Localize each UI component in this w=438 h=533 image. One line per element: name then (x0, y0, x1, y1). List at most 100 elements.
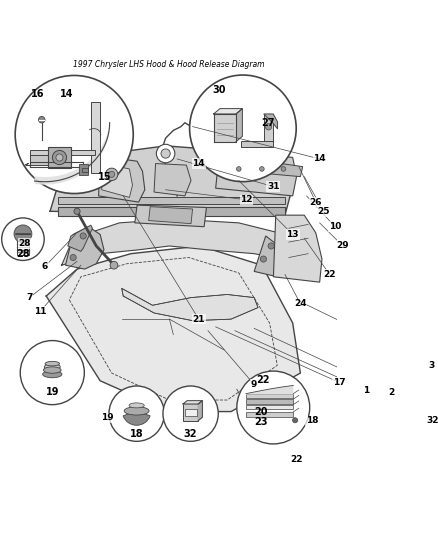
Text: 14: 14 (60, 90, 74, 99)
Text: 28: 28 (18, 239, 31, 248)
Text: 32: 32 (184, 429, 198, 439)
Text: 14: 14 (192, 159, 205, 168)
Circle shape (2, 218, 44, 261)
Text: 19: 19 (102, 413, 114, 422)
Text: 15: 15 (98, 172, 112, 182)
Ellipse shape (44, 364, 60, 370)
Text: 31: 31 (267, 182, 280, 191)
Text: 16: 16 (31, 90, 44, 99)
Polygon shape (264, 114, 273, 141)
Polygon shape (214, 114, 236, 142)
Polygon shape (273, 215, 322, 282)
Ellipse shape (129, 403, 144, 408)
Circle shape (237, 371, 310, 444)
Text: 12: 12 (240, 195, 253, 204)
Polygon shape (30, 150, 95, 155)
Ellipse shape (45, 361, 60, 366)
Circle shape (190, 75, 296, 182)
FancyBboxPatch shape (48, 148, 71, 168)
Polygon shape (102, 164, 132, 197)
Circle shape (70, 254, 76, 261)
Text: 28: 28 (16, 248, 30, 259)
Text: 2: 2 (388, 388, 394, 397)
Polygon shape (79, 164, 88, 175)
Polygon shape (183, 401, 202, 404)
Text: 29: 29 (336, 241, 349, 251)
Polygon shape (154, 164, 191, 196)
Polygon shape (122, 288, 258, 321)
Polygon shape (264, 114, 278, 129)
Circle shape (14, 225, 32, 243)
Circle shape (110, 261, 118, 269)
Text: 19: 19 (46, 387, 59, 398)
Text: 32: 32 (427, 416, 438, 425)
FancyBboxPatch shape (246, 405, 293, 409)
Polygon shape (68, 225, 92, 252)
Text: 22: 22 (323, 270, 336, 279)
Polygon shape (50, 146, 291, 215)
Text: 20: 20 (254, 407, 267, 417)
Circle shape (260, 167, 264, 171)
Circle shape (293, 418, 298, 423)
Circle shape (268, 243, 274, 249)
Text: 3: 3 (428, 361, 434, 370)
Polygon shape (254, 236, 283, 277)
Polygon shape (65, 227, 104, 269)
Ellipse shape (43, 367, 61, 373)
Wedge shape (123, 411, 150, 425)
Text: 11: 11 (34, 307, 46, 316)
Polygon shape (148, 207, 193, 224)
Text: 18: 18 (130, 429, 144, 439)
Polygon shape (198, 401, 202, 421)
Circle shape (109, 171, 115, 177)
Text: 1: 1 (363, 385, 369, 394)
FancyBboxPatch shape (184, 409, 197, 416)
Circle shape (260, 256, 266, 262)
Text: 9: 9 (251, 380, 258, 389)
Text: 14: 14 (313, 155, 326, 164)
Text: 21: 21 (192, 314, 205, 324)
Text: 10: 10 (329, 222, 341, 231)
Circle shape (109, 386, 164, 441)
Text: 22: 22 (256, 375, 270, 385)
Circle shape (56, 154, 63, 161)
Text: 1997 Chrysler LHS Hood & Hood Release Diagram: 1997 Chrysler LHS Hood & Hood Release Di… (73, 60, 265, 69)
Text: 7: 7 (26, 293, 32, 302)
Text: 27: 27 (262, 118, 275, 128)
Circle shape (156, 144, 175, 163)
FancyBboxPatch shape (183, 404, 198, 421)
Polygon shape (58, 207, 285, 216)
Circle shape (281, 167, 286, 171)
Polygon shape (236, 109, 242, 142)
Text: 18: 18 (306, 416, 318, 425)
Polygon shape (135, 205, 206, 227)
Polygon shape (214, 109, 242, 114)
Polygon shape (215, 151, 297, 196)
Text: 24: 24 (294, 299, 307, 308)
Ellipse shape (124, 407, 149, 415)
Polygon shape (58, 197, 285, 204)
Circle shape (80, 233, 86, 239)
Circle shape (15, 76, 133, 193)
Circle shape (161, 149, 170, 158)
Polygon shape (91, 102, 99, 173)
Polygon shape (62, 219, 293, 265)
FancyBboxPatch shape (246, 412, 293, 417)
FancyBboxPatch shape (246, 394, 293, 398)
Circle shape (265, 124, 272, 130)
Polygon shape (30, 155, 57, 165)
Circle shape (163, 386, 218, 441)
Text: 23: 23 (254, 417, 267, 427)
Ellipse shape (42, 370, 62, 378)
Polygon shape (241, 141, 273, 147)
Text: 30: 30 (212, 85, 226, 95)
Polygon shape (206, 156, 303, 176)
Text: 25: 25 (317, 207, 330, 216)
Text: 22: 22 (290, 455, 303, 464)
Circle shape (20, 341, 85, 405)
FancyBboxPatch shape (246, 399, 293, 404)
Circle shape (237, 167, 241, 171)
Text: 13: 13 (286, 230, 299, 239)
Circle shape (74, 208, 80, 214)
Circle shape (39, 117, 45, 123)
